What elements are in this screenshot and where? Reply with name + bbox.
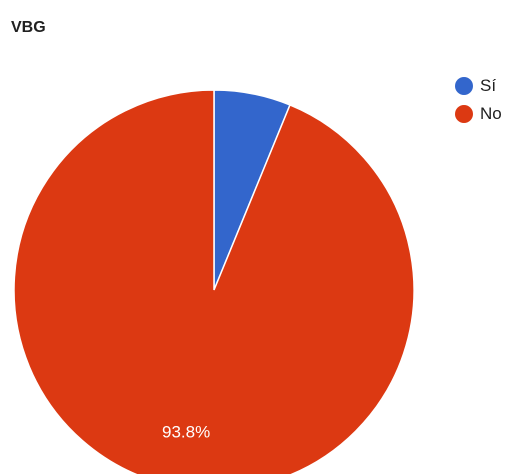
legend-item-no[interactable]: No — [455, 102, 502, 126]
legend-swatch-si — [455, 77, 473, 95]
legend-label-no: No — [480, 104, 502, 123]
legend: Sí No — [455, 74, 502, 130]
chart-title: VBG — [11, 19, 46, 36]
pie-slice-1[interactable] — [13, 89, 415, 474]
pie-data-label-1: 93.8% — [162, 422, 210, 441]
legend-swatch-no — [455, 105, 473, 123]
legend-item-si[interactable]: Sí — [455, 74, 502, 98]
legend-label-si: Sí — [480, 76, 497, 95]
